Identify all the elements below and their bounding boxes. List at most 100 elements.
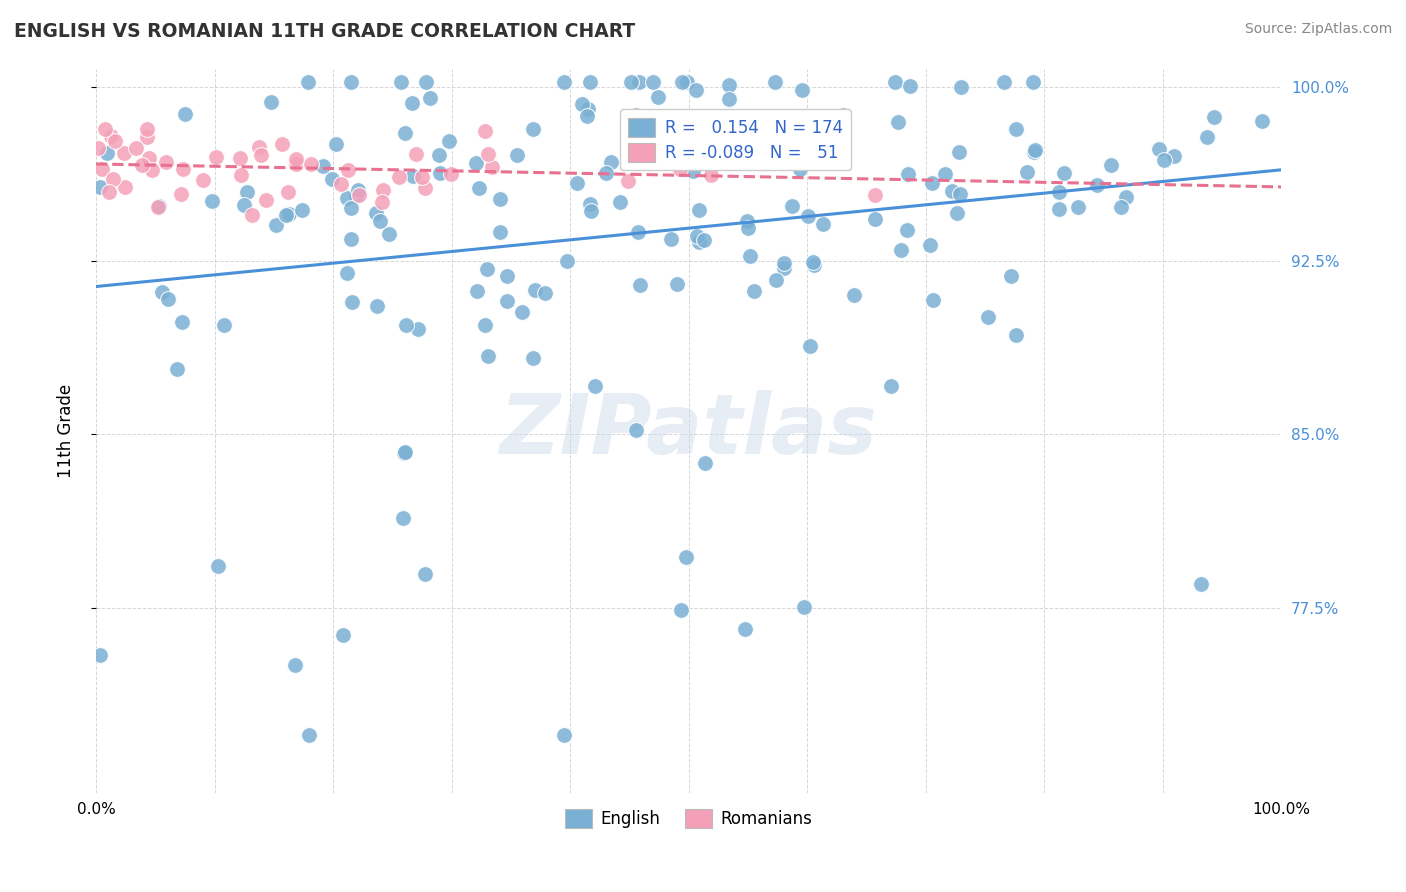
Point xyxy=(1204,110,1226,124)
Point xyxy=(576,102,599,116)
Point xyxy=(863,211,886,226)
Point xyxy=(155,154,177,169)
Point xyxy=(464,156,486,170)
Point xyxy=(96,146,118,161)
Point xyxy=(576,109,599,123)
Point xyxy=(131,158,153,172)
Point xyxy=(340,232,363,246)
Point xyxy=(662,117,685,131)
Point xyxy=(744,284,766,298)
Point xyxy=(1099,158,1122,172)
Point xyxy=(148,199,170,213)
Point xyxy=(291,202,314,217)
Point xyxy=(191,172,214,186)
Point xyxy=(298,728,321,742)
Point xyxy=(156,292,179,306)
Point xyxy=(797,209,820,223)
Point xyxy=(669,162,692,177)
Point xyxy=(233,198,256,212)
Point xyxy=(863,187,886,202)
Point xyxy=(297,75,319,89)
Point xyxy=(342,295,364,310)
Point xyxy=(344,188,367,202)
Point xyxy=(523,284,546,298)
Point xyxy=(235,186,257,200)
Legend: English, Romanians: English, Romanians xyxy=(558,803,818,835)
Point xyxy=(628,277,651,292)
Point xyxy=(477,349,499,363)
Point xyxy=(659,232,682,246)
Point xyxy=(402,169,425,183)
Point xyxy=(481,161,503,175)
Point xyxy=(896,223,918,237)
Point xyxy=(228,151,250,165)
Point xyxy=(790,83,813,97)
Point xyxy=(371,194,394,209)
Point xyxy=(373,183,395,197)
Point xyxy=(138,151,160,165)
Point xyxy=(437,134,460,148)
Point xyxy=(553,75,575,89)
Point xyxy=(495,269,517,284)
Point xyxy=(170,315,193,329)
Point xyxy=(799,338,821,352)
Point xyxy=(1047,202,1070,217)
Point xyxy=(411,170,433,185)
Point xyxy=(624,423,647,437)
Point xyxy=(522,351,544,366)
Point xyxy=(884,75,907,89)
Point xyxy=(284,157,307,171)
Point xyxy=(349,188,371,202)
Point xyxy=(669,603,692,617)
Point xyxy=(685,83,707,97)
Point xyxy=(1005,121,1028,136)
Point xyxy=(104,134,127,148)
Point xyxy=(413,567,436,582)
Point xyxy=(277,185,299,199)
Y-axis label: 11th Grade: 11th Grade xyxy=(58,384,75,477)
Point xyxy=(135,121,157,136)
Point xyxy=(401,95,423,110)
Point xyxy=(595,166,617,180)
Point xyxy=(627,75,650,89)
Point xyxy=(626,225,648,239)
Point xyxy=(429,166,451,180)
Point xyxy=(378,227,401,241)
Point xyxy=(284,657,307,672)
Point xyxy=(101,171,124,186)
Point xyxy=(1017,165,1039,179)
Point xyxy=(207,559,229,574)
Point xyxy=(274,208,297,222)
Point xyxy=(170,186,193,201)
Point xyxy=(1022,75,1045,89)
Point xyxy=(934,167,956,181)
Point xyxy=(89,180,111,194)
Point xyxy=(803,258,825,272)
Point xyxy=(93,121,115,136)
Point xyxy=(522,122,544,136)
Point xyxy=(1024,145,1046,160)
Point xyxy=(413,181,436,195)
Point xyxy=(1000,269,1022,284)
Point xyxy=(609,194,631,209)
Point xyxy=(617,125,640,139)
Point xyxy=(136,130,159,145)
Point xyxy=(394,444,416,458)
Point xyxy=(1067,200,1090,214)
Point xyxy=(1115,190,1137,204)
Point xyxy=(89,648,111,663)
Point xyxy=(277,207,299,221)
Point xyxy=(240,208,263,222)
Text: Source: ZipAtlas.com: Source: ZipAtlas.com xyxy=(1244,22,1392,37)
Point xyxy=(773,261,796,276)
Point xyxy=(340,75,363,89)
Point xyxy=(557,254,579,268)
Point xyxy=(717,120,740,134)
Point xyxy=(600,154,623,169)
Point xyxy=(231,168,253,182)
Point xyxy=(114,179,136,194)
Point xyxy=(742,112,765,127)
Point xyxy=(321,171,343,186)
Point xyxy=(1052,166,1074,180)
Point xyxy=(329,178,352,192)
